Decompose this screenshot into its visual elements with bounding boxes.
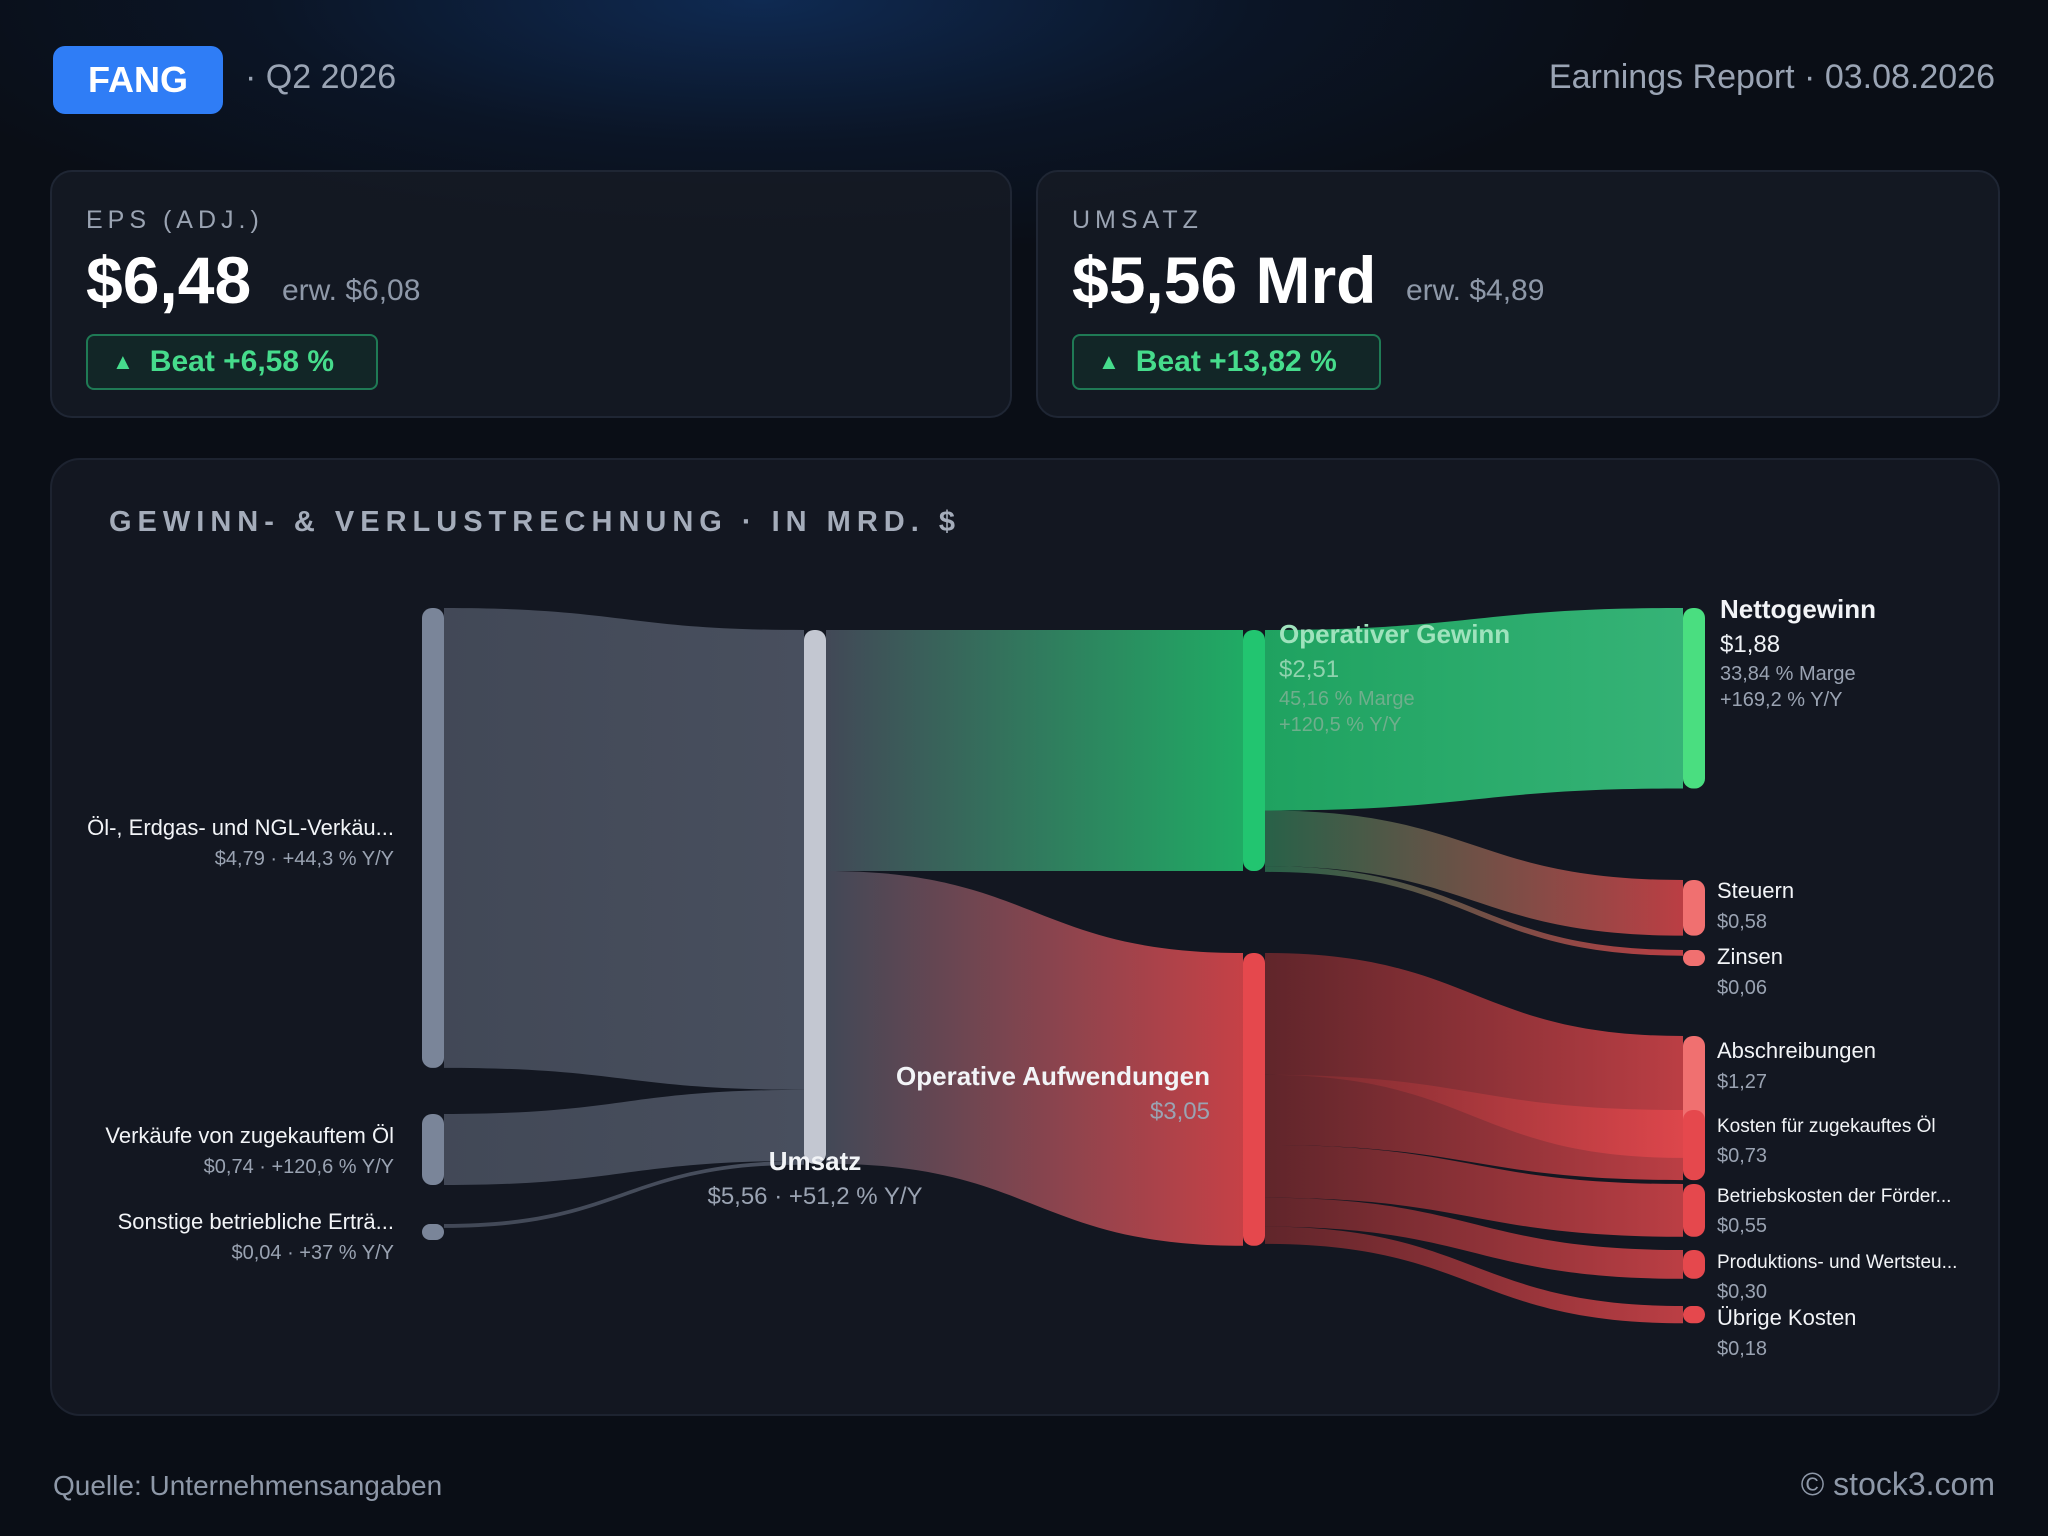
- node-purchased[interactable]: [422, 1114, 444, 1186]
- eps-beat-text: Beat +6,58 %: [149, 345, 335, 378]
- up-triangle-icon: ▲: [112, 349, 134, 374]
- value-other_income: $0,04 · +37 % Y/Y: [231, 1242, 394, 1264]
- revenue-card: UMSATZ $5,56 Mrd erw. $4,89 ▲ Beat +13,8…: [1036, 170, 2000, 418]
- eps-value: $6,48: [86, 243, 252, 317]
- revenue-label: UMSATZ: [1072, 206, 1203, 234]
- margin-net_income: 33,84 % Marge: [1720, 663, 1856, 685]
- node-net_income[interactable]: [1683, 608, 1705, 789]
- value-lease_opex: $0,55: [1717, 1215, 1767, 1237]
- link-op_profit-to-interest[interactable]: [1265, 866, 1683, 956]
- growth-op_profit: +120,5 % Y/Y: [1279, 714, 1402, 736]
- label-net_income: Nettogewinn: [1720, 594, 1876, 624]
- label-production_tax: Produktions- und Wertsteu...: [1717, 1252, 1957, 1273]
- node-purchased_cost[interactable]: [1683, 1110, 1705, 1181]
- copyright: © stock3.com: [1800, 1466, 1995, 1502]
- node-interest[interactable]: [1683, 950, 1705, 966]
- value-interest: $0,06: [1717, 977, 1767, 999]
- eps-card: EPS (ADJ.) $6,48 erw. $6,08 ▲ Beat +6,58…: [50, 170, 1012, 418]
- link-revenue-to-op_profit[interactable]: [826, 630, 1243, 871]
- label-op_expenses: Operative Aufwendungen: [896, 1061, 1210, 1091]
- link-oil-to-revenue[interactable]: [444, 608, 804, 1090]
- eps-estimate: erw. $6,08: [282, 274, 421, 307]
- node-other_costs[interactable]: [1683, 1306, 1705, 1324]
- link-other_income-to-revenue[interactable]: [444, 1160, 804, 1228]
- source-note: Quelle: Unternehmensangaben: [53, 1470, 443, 1501]
- link-op_expenses-to-lease_opex[interactable]: [1265, 1145, 1683, 1237]
- eps-beat-badge: ▲ Beat +6,58 %: [86, 334, 379, 390]
- label-taxes: Steuern: [1717, 878, 1794, 903]
- label-revenue: Umsatz: [769, 1146, 861, 1176]
- value-purchased_cost: $0,73: [1717, 1145, 1767, 1167]
- revenue-estimate: erw. $4,89: [1406, 274, 1545, 307]
- node-other_income[interactable]: [422, 1224, 444, 1240]
- margin-op_profit: 45,16 % Marge: [1279, 688, 1415, 710]
- node-lease_opex[interactable]: [1683, 1184, 1705, 1237]
- value-revenue: $5,56 · +51,2 % Y/Y: [707, 1183, 922, 1210]
- link-op_expenses-to-purchased_cost[interactable]: [1265, 1074, 1683, 1181]
- value-taxes: $0,58: [1717, 911, 1767, 933]
- growth-net_income: +169,2 % Y/Y: [1720, 689, 1843, 711]
- value-depreciation: $1,27: [1717, 1071, 1767, 1093]
- value-net_income: $1,88: [1720, 631, 1780, 658]
- revenue-beat-text: Beat +13,82 %: [1135, 345, 1337, 378]
- value-op_expenses: $3,05: [1150, 1098, 1210, 1125]
- label-other_costs: Übrige Kosten: [1717, 1305, 1856, 1330]
- label-depreciation: Abschreibungen: [1717, 1038, 1876, 1063]
- link-op_profit-to-taxes[interactable]: [1265, 810, 1683, 936]
- quarter-label: · Q2 2026: [245, 58, 397, 96]
- link-op_profit-to-net_income[interactable]: [1265, 608, 1683, 811]
- header: FANG · Q2 2026 Earnings Report · 03.08.2…: [53, 46, 1995, 114]
- node-production_tax[interactable]: [1683, 1250, 1705, 1279]
- revenue-beat-badge: ▲ Beat +13,82 %: [1072, 334, 1381, 390]
- label-oil: Öl-, Erdgas- und NGL-Verkäu...: [87, 815, 394, 840]
- link-revenue-to-op_expenses[interactable]: [826, 870, 1243, 1246]
- ticker-badge[interactable]: FANG: [53, 46, 223, 114]
- revenue-value: $5,56 Mrd: [1072, 243, 1377, 317]
- label-purchased_cost: Kosten für zugekauftes Öl: [1717, 1116, 1936, 1137]
- label-lease_opex: Betriebskosten der Förder...: [1717, 1186, 1951, 1207]
- node-op_profit[interactable]: [1243, 630, 1265, 871]
- report-date: Earnings Report · 03.08.2026: [1548, 58, 1995, 96]
- node-oil[interactable]: [422, 608, 444, 1068]
- value-production_tax: $0,30: [1717, 1281, 1767, 1303]
- value-other_costs: $0,18: [1717, 1338, 1767, 1360]
- eps-label: EPS (ADJ.): [86, 206, 264, 234]
- label-interest: Zinsen: [1717, 944, 1783, 969]
- link-op_expenses-to-production_tax[interactable]: [1265, 1197, 1683, 1279]
- chart-title: GEWINN- & VERLUSTRECHNUNG · IN MRD. $: [109, 506, 961, 538]
- node-taxes[interactable]: [1683, 880, 1705, 936]
- node-revenue[interactable]: [804, 630, 826, 1164]
- label-purchased: Verkäufe von zugekauftem Öl: [105, 1123, 394, 1148]
- label-op_profit: Operativer Gewinn: [1279, 619, 1510, 649]
- link-purchased-to-revenue[interactable]: [444, 1089, 804, 1186]
- value-op_profit: $2,51: [1279, 656, 1339, 683]
- value-purchased: $0,74 · +120,6 % Y/Y: [204, 1156, 394, 1178]
- value-oil: $4,79 · +44,3 % Y/Y: [215, 848, 394, 870]
- node-op_expenses[interactable]: [1243, 953, 1265, 1246]
- link-op_expenses-to-other_costs[interactable]: [1265, 1226, 1683, 1324]
- label-other_income: Sonstige betriebliche Erträ...: [118, 1209, 394, 1234]
- up-triangle-icon: ▲: [1098, 349, 1120, 374]
